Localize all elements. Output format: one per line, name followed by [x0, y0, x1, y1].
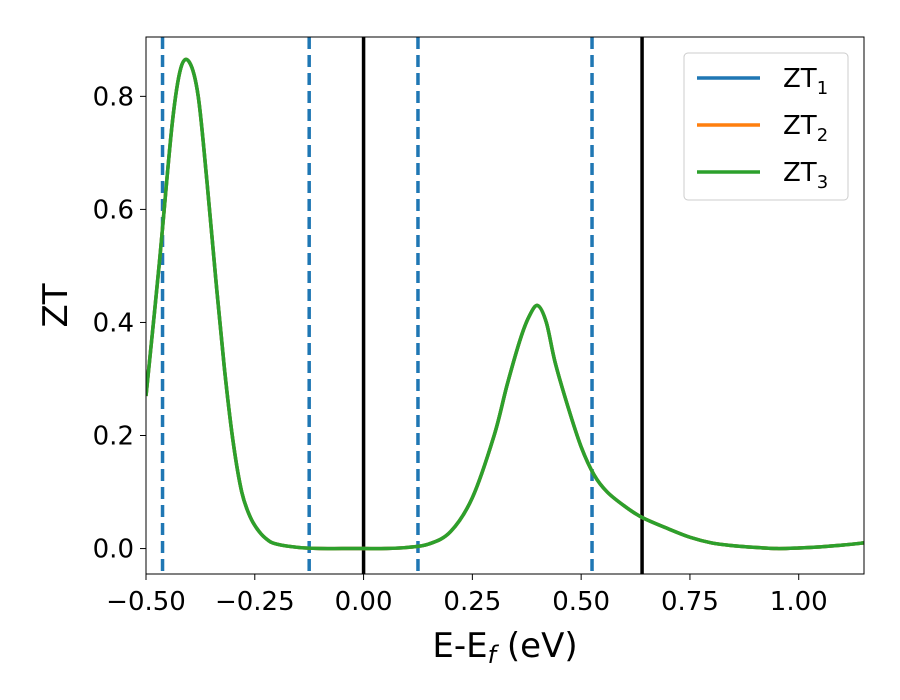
legend-label-2: ZT2 — [783, 111, 828, 146]
legend-label-3: ZT3 — [783, 158, 828, 193]
plot-frame — [145, 36, 865, 575]
x-tick-label: 0.75 — [661, 587, 719, 617]
x-axis-title-unit: (eV) — [496, 626, 578, 666]
series-line-3 — [146, 57, 864, 551]
y-tick-label: 0.2 — [93, 422, 134, 452]
y-tick-label: 0.4 — [93, 308, 134, 338]
y-tick-label: 0.0 — [93, 535, 134, 565]
x-tick-label: −0.50 — [106, 587, 186, 617]
x-axis-ticks: −0.50 −0.25 0.00 0.25 0.50 0.75 1.00 — [106, 574, 828, 617]
vertical-lines — [160, 37, 644, 574]
x-tick-label: 1.00 — [770, 587, 828, 617]
x-axis-title: E-Ef (eV) — [432, 626, 577, 669]
x-axis-title-main: E-E — [432, 626, 487, 666]
legend-box — [683, 52, 849, 201]
x-tick-label: 0.25 — [443, 587, 501, 617]
x-tick-label: −0.25 — [215, 587, 295, 617]
x-tick-label: 0.00 — [335, 587, 393, 617]
y-tick-label: 0.6 — [93, 195, 134, 225]
y-tick-label: 0.8 — [93, 82, 134, 112]
legend-label-1: ZT1 — [783, 64, 828, 99]
legend-items: ZT1 ZT2 ZT3 — [697, 64, 828, 193]
y-axis-ticks: 0.0 0.2 0.4 0.6 0.8 — [93, 82, 146, 565]
x-tick-label: 0.50 — [552, 587, 610, 617]
legend: ZT1 ZT2 ZT3 — [683, 52, 849, 201]
y-axis-title: ZT — [36, 283, 76, 327]
series-lines — [146, 57, 864, 551]
